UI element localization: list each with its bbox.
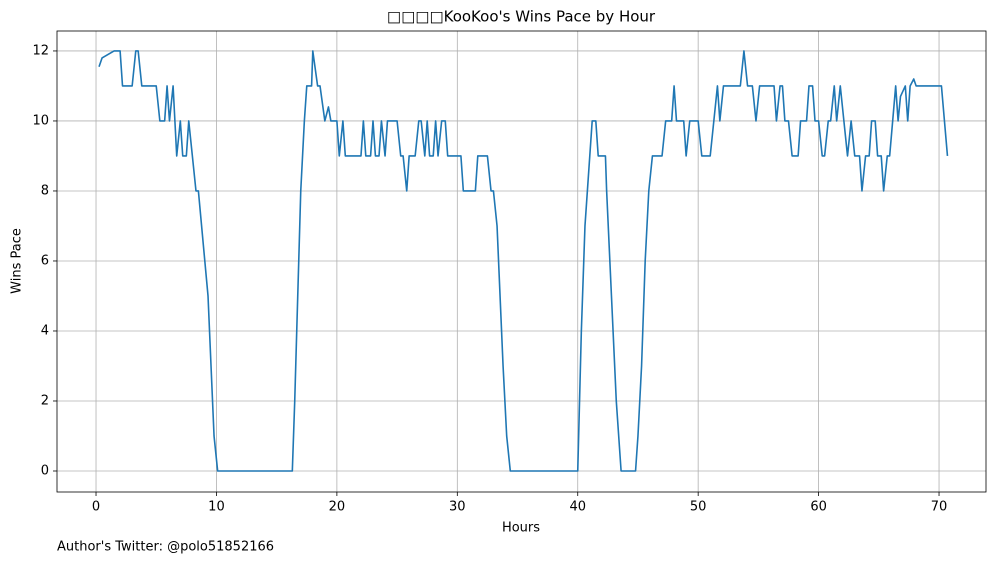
x-tick-label: 70 [931, 500, 948, 515]
y-tick-label: 0 [41, 463, 49, 478]
x-tick-label: 30 [449, 500, 466, 515]
y-tick-label: 12 [32, 43, 49, 58]
chart-title: □□□□KooKoo's Wins Pace by Hour [387, 8, 656, 26]
y-axis-label: Wins Pace [10, 228, 25, 294]
x-tick-label: 50 [690, 500, 707, 515]
y-tick-label: 2 [41, 393, 49, 408]
x-tick-label: 10 [208, 500, 225, 515]
x-tick-label: 40 [569, 500, 586, 515]
y-tick-label: 8 [41, 183, 49, 198]
axes-frame [56, 30, 987, 493]
y-tick-label: 10 [32, 113, 49, 128]
x-tick-label: 20 [329, 500, 346, 515]
data-line [98, 50, 949, 472]
x-axis-label: Hours [502, 521, 540, 536]
x-tick-label: 0 [92, 500, 100, 515]
y-tick-label: 6 [41, 253, 49, 268]
annotation: Author's Twitter: @polo51852166 [57, 540, 274, 555]
plot-area [98, 50, 949, 472]
grid [57, 31, 986, 492]
y-tick-label: 4 [41, 323, 49, 338]
x-tick-label: 60 [810, 500, 827, 515]
